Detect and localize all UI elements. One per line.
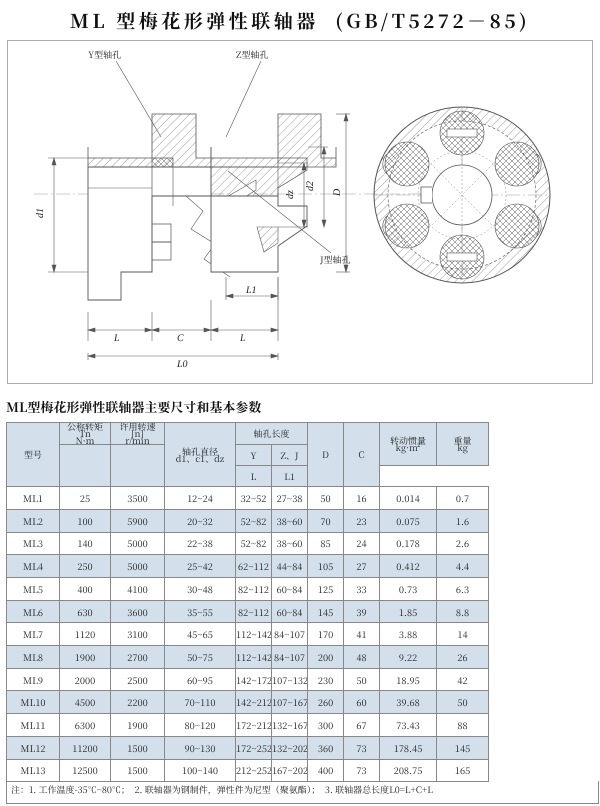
svg-text:dz: dz	[285, 190, 296, 199]
svg-text:L0: L0	[176, 359, 188, 370]
svg-text:C: C	[177, 333, 184, 344]
svg-text:Y型轴孔: Y型轴孔	[88, 48, 121, 61]
svg-text:D: D	[332, 188, 343, 197]
svg-text:d1: d1	[35, 208, 46, 218]
svg-text:L: L	[113, 333, 120, 344]
svg-text:L1: L1	[245, 285, 257, 296]
svg-text:L: L	[239, 333, 246, 344]
svg-text:Z型轴孔: Z型轴孔	[236, 48, 268, 61]
svg-text:d2: d2	[305, 181, 316, 191]
